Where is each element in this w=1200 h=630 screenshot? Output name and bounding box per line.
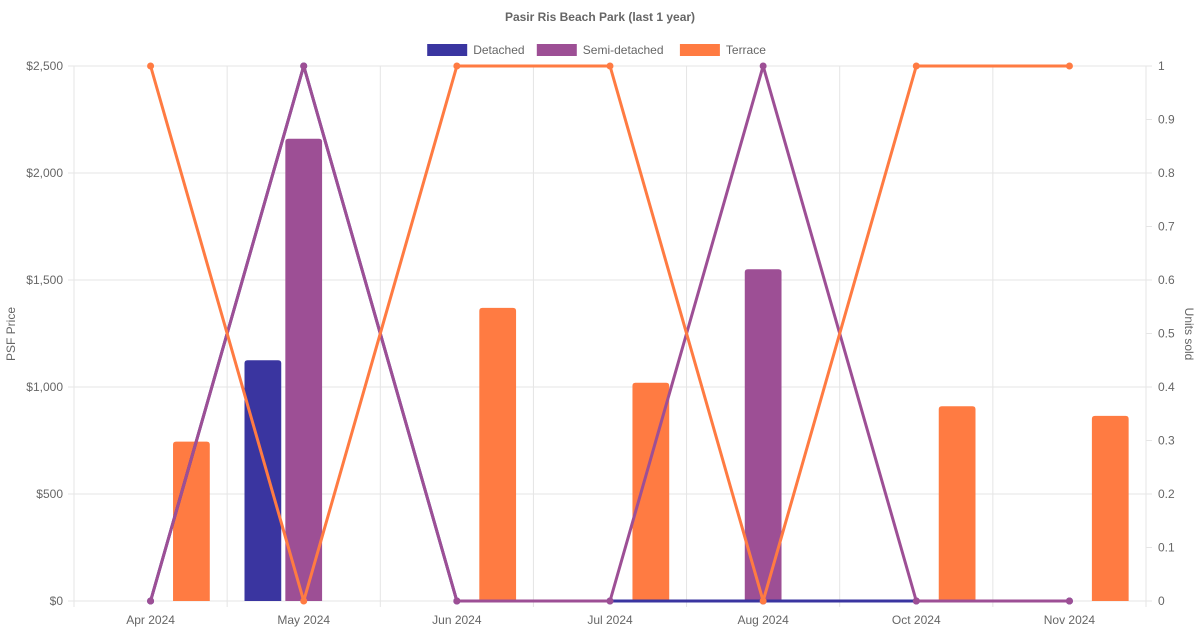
point-terrace: [1065, 62, 1073, 70]
bar-terrace: [632, 382, 670, 601]
legend-swatch: [427, 44, 468, 56]
y-right-tick-label: 0.8: [1158, 166, 1175, 180]
bar-detached: [244, 360, 282, 601]
y-right-tick-label: 0.1: [1158, 541, 1175, 555]
x-tick-label: Jul 2024: [587, 613, 633, 627]
y-right-tick-label: 0.3: [1158, 434, 1175, 448]
y-left-axis-title: PSF Price: [4, 307, 18, 361]
right-axis: 0 0.1 0.2 0.3 0.4 0.5 0.6 0.7 0.8 0.9 1: [1146, 59, 1175, 608]
point-semi-detached: [912, 597, 920, 605]
y-left-tick-label: $1,500: [26, 273, 63, 287]
legend-label: Detached: [473, 43, 524, 57]
bar-semi-detached: [744, 269, 782, 601]
y-right-tick-label: 0.4: [1158, 380, 1175, 394]
legend-label: Semi-detached: [583, 43, 664, 57]
x-tick-label: Apr 2024: [126, 613, 175, 627]
x-tick-label: Jun 2024: [432, 613, 482, 627]
x-tick-label: Nov 2024: [1044, 613, 1096, 627]
legend-swatch: [679, 44, 720, 56]
point-semi-detached: [147, 597, 155, 605]
y-right-tick-label: 0.6: [1158, 273, 1175, 287]
point-terrace: [300, 597, 308, 605]
x-tick-label: May 2024: [277, 613, 330, 627]
point-terrace: [147, 62, 155, 70]
bar-terrace: [938, 406, 976, 601]
grid-lines: [68, 65, 1147, 607]
point-semi-detached: [300, 62, 308, 70]
point-terrace: [606, 62, 614, 70]
x-axis: Apr 2024 May 2024 Jun 2024 Jul 2024 Aug 2024…: [126, 613, 1095, 627]
bar-terrace: [173, 441, 210, 601]
y-right-axis-title: Units sold: [1182, 308, 1196, 361]
y-right-tick-label: 0.5: [1158, 327, 1175, 341]
y-right-tick-label: 0.7: [1158, 220, 1175, 234]
point-semi-detached: [453, 597, 461, 605]
point-semi-detached: [759, 62, 767, 70]
y-right-tick-label: 1: [1158, 59, 1165, 73]
legend: Detached Semi-detached Terrace: [427, 43, 766, 57]
x-tick-label: Oct 2024: [892, 613, 941, 627]
legend-swatch: [536, 44, 577, 56]
bar-terrace: [479, 307, 517, 601]
y-left-tick-label: $1,000: [26, 380, 63, 394]
y-left-tick-label: $0: [50, 594, 64, 608]
point-terrace: [453, 62, 461, 70]
y-right-tick-label: 0.9: [1158, 113, 1175, 127]
x-tick-label: Aug 2024: [737, 613, 789, 627]
lines: [147, 62, 1073, 605]
point-semi-detached: [606, 597, 614, 605]
point-semi-detached: [1065, 597, 1073, 605]
legend-label: Terrace: [726, 43, 766, 57]
point-terrace: [912, 62, 920, 70]
chart-title: Pasir Ris Beach Park (last 1 year): [505, 10, 695, 24]
y-right-tick-label: 0: [1158, 594, 1165, 608]
bars: [173, 138, 1129, 601]
bar-terrace: [1091, 415, 1129, 601]
bar-semi-detached: [285, 138, 323, 601]
y-left-tick-label: $2,500: [26, 59, 63, 73]
point-terrace: [759, 597, 767, 605]
y-left-tick-label: $2,000: [26, 166, 63, 180]
y-left-tick-label: $500: [36, 487, 63, 501]
y-right-tick-label: 0.2: [1158, 487, 1175, 501]
left-axis: $0 $500 $1,000 $1,500 $2,000 $2,500: [26, 59, 63, 608]
